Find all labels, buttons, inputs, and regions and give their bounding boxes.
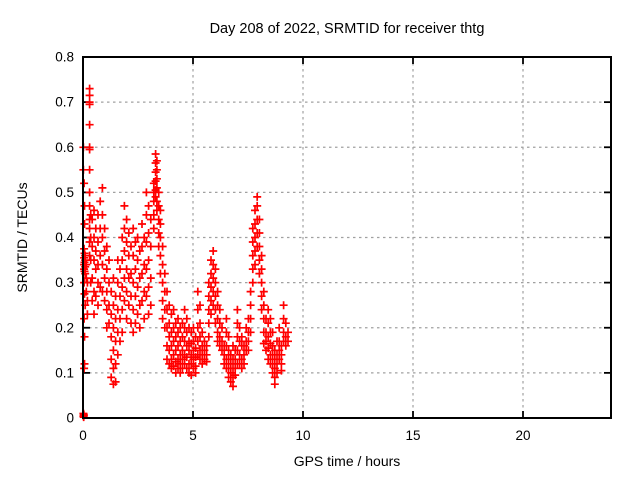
data-points (79, 84, 292, 422)
x-tick-label: 0 (79, 428, 87, 443)
y-tick-label: 0.1 (55, 365, 74, 380)
gridlines (83, 57, 611, 418)
chart-title: Day 208 of 2022, SRMTID for receiver tht… (210, 21, 485, 37)
y-tick-label: 0.3 (55, 275, 74, 290)
x-tick-label: 10 (295, 428, 310, 443)
y-tick-label: 0.2 (55, 320, 74, 335)
x-tick-label: 5 (189, 428, 197, 443)
x-tick-label: 15 (405, 428, 420, 443)
y-tick-label: 0.8 (55, 50, 74, 65)
y-tick-label: 0.5 (55, 185, 74, 200)
x-tick-label: 20 (515, 428, 530, 443)
y-tick-label: 0.7 (55, 95, 74, 110)
y-axis-label: SRMTID / TECUs (14, 182, 30, 292)
scatter-plus-markers (79, 84, 292, 422)
y-tick-label: 0.6 (55, 140, 74, 155)
tick-labels: 0 5 10 15 20 0 0.1 0.2 0.3 0.4 0.5 0.6 0.7 0.8 (55, 50, 530, 444)
y-tick-label: 0 (66, 411, 74, 426)
x-axis-label: GPS time / hours (294, 453, 401, 469)
axis-ticks (82, 56, 611, 419)
y-tick-label: 0.4 (55, 230, 74, 245)
plot-border (82, 56, 612, 419)
